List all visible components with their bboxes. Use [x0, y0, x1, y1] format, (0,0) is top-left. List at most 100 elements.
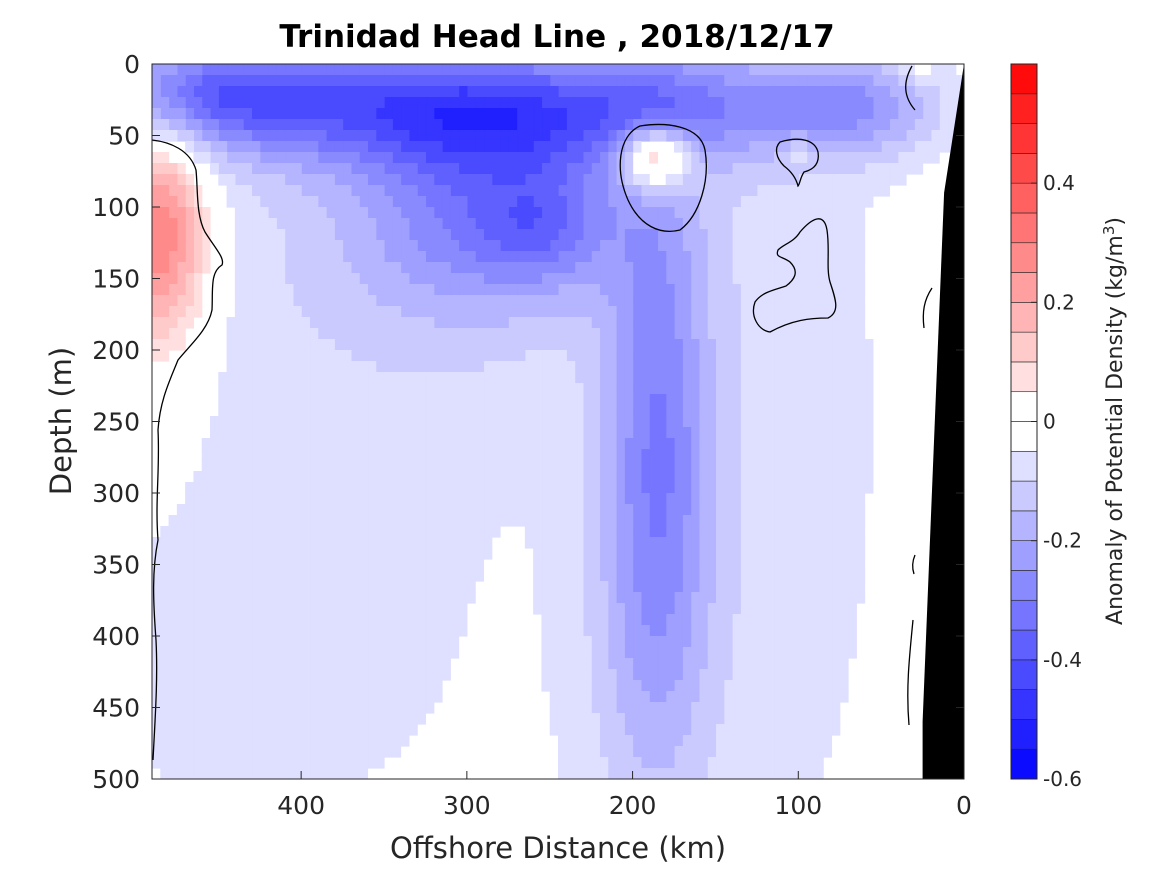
contour-cell	[475, 515, 485, 527]
contour-cell	[466, 559, 476, 571]
contour-cell	[317, 460, 327, 472]
contour-cell	[566, 163, 576, 175]
contour-cell	[616, 570, 625, 582]
contour-cell	[392, 394, 402, 406]
contour-cell	[433, 108, 443, 120]
contour-cell	[292, 306, 302, 318]
contour-cell	[848, 526, 857, 538]
contour-cell	[326, 449, 335, 461]
contour-cell	[549, 372, 559, 384]
contour-cell	[674, 482, 683, 494]
contour-cell	[259, 339, 269, 351]
contour-cell	[806, 394, 816, 406]
contour-cell	[417, 108, 427, 120]
contour-cell	[748, 273, 758, 285]
contour-cell	[326, 702, 335, 714]
contour-cell	[732, 185, 741, 197]
contour-cell	[234, 504, 244, 516]
contour-cell	[591, 515, 601, 527]
contour-cell	[558, 229, 567, 241]
contour-cell	[582, 394, 592, 406]
contour-cell	[309, 394, 319, 406]
contour-cell	[649, 229, 659, 241]
contour-cell	[500, 141, 509, 153]
contour-cell	[765, 130, 775, 142]
contour-cell	[831, 713, 841, 725]
contour-cell	[541, 559, 551, 571]
contour-cell	[334, 768, 344, 779]
contour-cell	[823, 383, 833, 395]
contour-cell	[649, 350, 659, 362]
contour-cell	[483, 119, 493, 131]
contour-cell	[508, 383, 518, 395]
contour-cell	[350, 537, 360, 549]
contour-cell	[607, 625, 617, 637]
contour-cell	[384, 251, 393, 263]
contour-cell	[375, 328, 385, 340]
contour-cell	[367, 152, 377, 164]
contour-cell	[433, 141, 443, 153]
contour-cell	[740, 724, 750, 736]
contour-cell	[690, 746, 700, 758]
contour-cell	[234, 713, 244, 725]
contour-cell	[806, 240, 816, 252]
contour-cell	[342, 75, 352, 87]
contour-cell	[723, 658, 733, 670]
contour-cell	[756, 559, 766, 571]
contour-cell	[442, 515, 451, 527]
contour-cell	[384, 691, 393, 703]
contour-cell	[284, 702, 294, 714]
contour-cell	[375, 229, 385, 241]
contour-cell	[624, 416, 634, 428]
contour-cell	[541, 229, 551, 241]
contour-cell	[657, 592, 667, 604]
contour-cell	[491, 317, 501, 329]
contour-cell	[657, 273, 667, 285]
contour-cell	[773, 328, 783, 340]
contour-cell	[640, 548, 650, 560]
contour-cell	[425, 295, 435, 307]
contour-cell	[756, 328, 766, 340]
contour-cell	[574, 559, 584, 571]
contour-cell	[591, 471, 601, 483]
contour-cell	[599, 746, 609, 758]
contour-cell	[665, 284, 675, 296]
contour-cell	[856, 471, 866, 483]
contour-cell	[475, 75, 485, 87]
contour-cell	[276, 625, 286, 637]
contour-cell	[483, 482, 493, 494]
contour-cell	[922, 130, 932, 142]
contour-cell	[640, 339, 650, 351]
contour-cell	[831, 669, 841, 681]
contour-cell	[193, 559, 203, 571]
contour-cell	[342, 262, 352, 274]
contour-cell	[384, 548, 393, 560]
contour-cell	[657, 372, 667, 384]
contour-cell	[392, 207, 402, 219]
contour-cell	[632, 449, 642, 461]
contour-cell	[640, 515, 650, 527]
contour-cell	[839, 416, 849, 428]
contour-cell	[243, 185, 253, 197]
contour-cell	[657, 614, 667, 626]
contour-cell	[342, 152, 352, 164]
contour-cell	[632, 438, 642, 450]
contour-cell	[243, 119, 253, 131]
contour-cell	[591, 361, 601, 373]
contour-cell	[284, 449, 294, 461]
contour-cell	[442, 372, 451, 384]
contour-cell	[690, 438, 700, 450]
contour-cell	[491, 262, 501, 274]
contour-cell	[533, 493, 543, 505]
contour-cell	[334, 185, 344, 197]
contour-cell	[417, 317, 427, 329]
contour-cell	[781, 537, 791, 549]
contour-cell	[243, 548, 253, 560]
contour-cell	[723, 669, 733, 681]
contour-cell	[417, 141, 427, 153]
contour-cell	[632, 427, 642, 439]
contour-cell	[798, 119, 808, 131]
contour-cell	[906, 141, 915, 153]
contour-cell	[425, 548, 435, 560]
contour-cell	[756, 724, 766, 736]
